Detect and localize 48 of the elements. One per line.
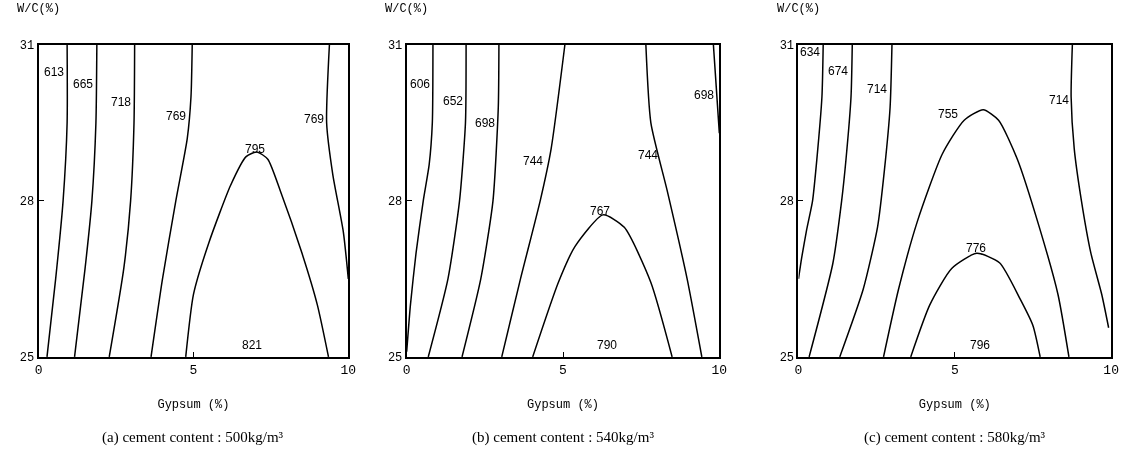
annotation: 769	[166, 109, 187, 123]
x-tick-label: 5	[559, 363, 567, 379]
y-tick-label: 25	[779, 351, 795, 366]
annotation: 606	[410, 77, 431, 91]
annotation: 634	[800, 45, 821, 59]
y-tick-label: 28	[387, 195, 403, 210]
annotation: 714	[1049, 93, 1070, 107]
x-tick-label: 10	[711, 363, 728, 379]
annotation: 744	[638, 148, 659, 162]
text: (b) cement content : 540kg/m³	[472, 429, 655, 446]
annotation: 744	[523, 154, 544, 168]
annotation: 652	[443, 94, 464, 108]
annotation: 796	[970, 338, 991, 352]
y-tick-label: 25	[19, 351, 35, 366]
x-axis-title: Gypsum (%)	[157, 397, 230, 412]
annotation: 665	[73, 77, 94, 91]
y-tick-label: 28	[19, 195, 35, 210]
y-axis-title: W/C(%)	[777, 2, 821, 16]
annotation: 821	[242, 338, 263, 352]
x-tick-label: 0	[402, 363, 411, 379]
annotation: 767	[590, 204, 611, 218]
text: (c) cement content : 580kg/m³	[864, 429, 1046, 446]
y-tick-label: 31	[19, 38, 35, 53]
annotation: 613	[44, 65, 65, 79]
annotation: 790	[597, 338, 618, 352]
text: (a) cement content : 500kg/m³	[102, 429, 284, 446]
annotation: 714	[867, 82, 888, 96]
y-axis-title: W/C(%)	[385, 2, 429, 16]
annotation: 769	[304, 112, 325, 126]
annotation: 674	[828, 64, 849, 78]
y-tick-label: 28	[779, 195, 795, 210]
x-tick-label: 5	[189, 363, 198, 379]
annotation: 718	[111, 95, 132, 109]
annotation: 776	[966, 241, 987, 255]
y-tick-label: 25	[387, 351, 403, 366]
annotation: 698	[694, 88, 715, 102]
x-tick-label: 5	[950, 363, 959, 379]
annotation: 698	[475, 116, 496, 130]
y-tick-label: 31	[387, 38, 403, 53]
x-axis-title: Gypsum (%)	[918, 397, 991, 412]
x-tick-label: 0	[794, 363, 803, 379]
x-tick-label: 10	[340, 363, 357, 379]
y-axis-title: W/C(%)	[17, 2, 61, 16]
x-axis-title: Gypsum (%)	[527, 397, 600, 412]
annotation: 755	[938, 107, 959, 121]
x-tick-label: 0	[34, 363, 43, 379]
y-tick-label: 31	[779, 38, 795, 53]
x-tick-label: 10	[1103, 363, 1119, 379]
